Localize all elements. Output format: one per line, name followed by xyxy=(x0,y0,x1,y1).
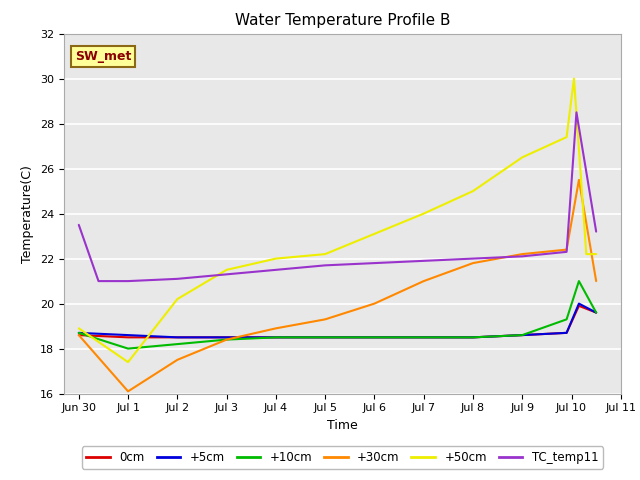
Title: Water Temperature Profile B: Water Temperature Profile B xyxy=(235,13,450,28)
Y-axis label: Temperature(C): Temperature(C) xyxy=(22,165,35,263)
Text: SW_met: SW_met xyxy=(75,50,131,63)
X-axis label: Time: Time xyxy=(327,419,358,432)
Legend: 0cm, +5cm, +10cm, +30cm, +50cm, TC_temp11: 0cm, +5cm, +10cm, +30cm, +50cm, TC_temp1… xyxy=(82,446,603,469)
